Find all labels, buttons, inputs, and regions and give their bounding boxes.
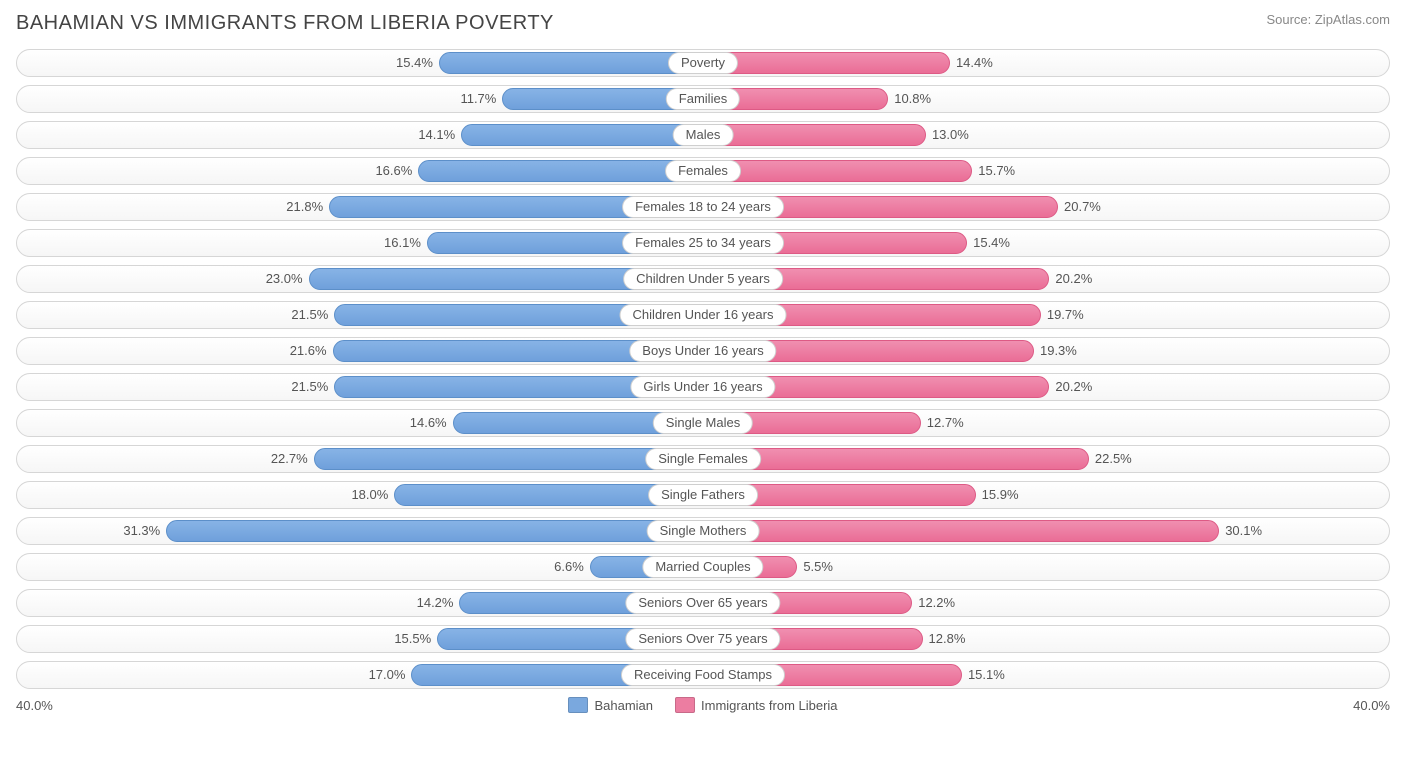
bar-right [703,448,1089,470]
category-label: Seniors Over 75 years [625,628,780,650]
chart-row: 6.6% 5.5% Married Couples [16,553,1390,581]
chart-row: 21.6% 19.3% Boys Under 16 years [16,337,1390,365]
chart-source: Source: ZipAtlas.com [1266,12,1390,27]
chart-footer: 40.0% Bahamian Immigrants from Liberia 4… [16,697,1390,713]
swatch-left-icon [568,697,588,713]
bar-right [703,160,972,182]
value-right: 14.4% [950,50,993,76]
category-label: Receiving Food Stamps [621,664,785,686]
value-right: 15.4% [967,230,1010,256]
value-right: 12.7% [921,410,964,436]
chart-title: BAHAMIAN VS IMMIGRANTS FROM LIBERIA POVE… [16,12,554,35]
value-left: 11.7% [460,86,502,112]
legend-item-right: Immigrants from Liberia [675,697,838,713]
chart-row: 15.4% 14.4% Poverty [16,49,1390,77]
value-right: 12.8% [923,626,966,652]
category-label: Families [666,88,740,110]
category-label: Girls Under 16 years [630,376,775,398]
category-label: Poverty [668,52,738,74]
value-left: 21.5% [291,374,334,400]
value-left: 21.5% [291,302,334,328]
chart-row: 14.1% 13.0% Males [16,121,1390,149]
chart-row: 17.0% 15.1% Receiving Food Stamps [16,661,1390,689]
chart-row: 23.0% 20.2% Children Under 5 years [16,265,1390,293]
axis-left-max: 40.0% [16,698,53,713]
value-right: 15.7% [972,158,1015,184]
value-right: 19.7% [1041,302,1084,328]
category-label: Children Under 5 years [623,268,783,290]
legend-label-right: Immigrants from Liberia [701,698,838,713]
category-label: Seniors Over 65 years [625,592,780,614]
value-left: 6.6% [554,554,590,580]
value-right: 30.1% [1219,518,1262,544]
category-label: Single Females [645,448,761,470]
category-label: Married Couples [642,556,763,578]
category-label: Single Males [653,412,753,434]
chart-row: 14.6% 12.7% Single Males [16,409,1390,437]
bar-left [439,52,703,74]
legend-item-left: Bahamian [568,697,653,713]
value-left: 14.6% [410,410,453,436]
value-left: 21.6% [290,338,333,364]
value-right: 15.9% [976,482,1019,508]
legend-label-left: Bahamian [594,698,653,713]
value-left: 14.1% [418,122,461,148]
value-left: 14.2% [417,590,460,616]
value-right: 20.2% [1049,374,1092,400]
category-label: Females [665,160,741,182]
chart-row: 15.5% 12.8% Seniors Over 75 years [16,625,1390,653]
value-left: 18.0% [351,482,394,508]
chart-header: BAHAMIAN VS IMMIGRANTS FROM LIBERIA POVE… [16,12,1390,35]
chart-row: 22.7% 22.5% Single Females [16,445,1390,473]
bar-right [703,520,1219,542]
chart-row: 14.2% 12.2% Seniors Over 65 years [16,589,1390,617]
bar-right [703,124,926,146]
bar-left [461,124,703,146]
chart-row: 16.6% 15.7% Females [16,157,1390,185]
value-left: 22.7% [271,446,314,472]
value-right: 20.7% [1058,194,1101,220]
chart-row: 11.7% 10.8% Families [16,85,1390,113]
value-right: 13.0% [926,122,969,148]
chart-row: 31.3% 30.1% Single Mothers [16,517,1390,545]
category-label: Boys Under 16 years [629,340,776,362]
bar-right [703,52,950,74]
value-left: 16.6% [375,158,418,184]
category-label: Females 25 to 34 years [622,232,784,254]
value-right: 10.8% [888,86,931,112]
category-label: Single Mothers [647,520,760,542]
bar-left [418,160,703,182]
value-left: 16.1% [384,230,427,256]
category-label: Females 18 to 24 years [622,196,784,218]
chart-row: 16.1% 15.4% Females 25 to 34 years [16,229,1390,257]
chart-row: 21.5% 20.2% Girls Under 16 years [16,373,1390,401]
chart-row: 18.0% 15.9% Single Fathers [16,481,1390,509]
value-left: 17.0% [369,662,412,688]
value-left: 15.5% [394,626,437,652]
value-left: 15.4% [396,50,439,76]
category-label: Males [673,124,734,146]
category-label: Children Under 16 years [620,304,787,326]
swatch-right-icon [675,697,695,713]
axis-right-max: 40.0% [1353,698,1390,713]
value-right: 12.2% [912,590,955,616]
value-right: 20.2% [1049,266,1092,292]
value-left: 21.8% [286,194,329,220]
value-right: 5.5% [797,554,833,580]
chart-row: 21.8% 20.7% Females 18 to 24 years [16,193,1390,221]
legend: Bahamian Immigrants from Liberia [568,697,837,713]
chart-row: 21.5% 19.7% Children Under 16 years [16,301,1390,329]
value-left: 31.3% [123,518,166,544]
value-right: 22.5% [1089,446,1132,472]
value-right: 15.1% [962,662,1005,688]
value-left: 23.0% [266,266,309,292]
bar-left [166,520,703,542]
diverging-bar-chart: 15.4% 14.4% Poverty 11.7% 10.8% Families 14.1%… [16,49,1390,689]
value-right: 19.3% [1034,338,1077,364]
category-label: Single Fathers [648,484,758,506]
